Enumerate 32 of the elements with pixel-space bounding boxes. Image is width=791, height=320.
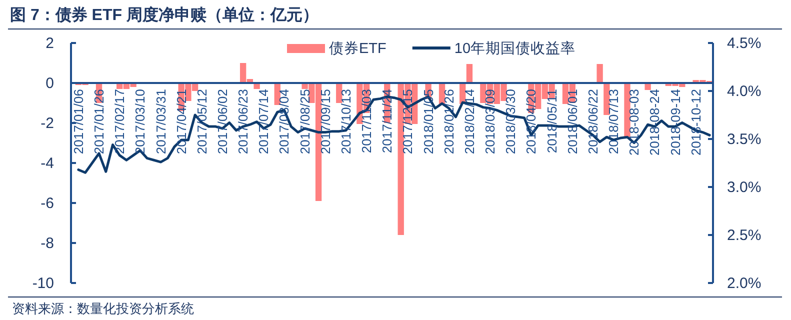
legend-label: 债券ETF [329, 40, 387, 57]
y-tick-label: 2 [46, 35, 54, 52]
legend-label: 10年期国债收益率 [454, 40, 576, 57]
x-tick-label: 2017/01/06 [70, 89, 86, 154]
x-tick-label: 2017/06/23 [236, 89, 251, 154]
x-tick-label: 2017/05/12 [194, 89, 210, 154]
y2-tick-label: 2.0% [727, 275, 762, 292]
y-tick-label: -4 [40, 155, 54, 172]
x-tick-label: 2018/06/22 [585, 89, 600, 154]
y-tick-label: -6 [40, 195, 54, 212]
x-tick-label: 2017/02/17 [112, 89, 128, 154]
x-tick-label: 2018/03/30 [503, 89, 518, 154]
y-tick-label: -8 [40, 235, 54, 252]
y2-tick-label: 3.5% [727, 131, 762, 148]
x-tick-label: 2017/03/31 [153, 89, 168, 154]
x-tick-label: 2018-08-03 [626, 89, 642, 156]
x-tick-label: 2017/10/13 [338, 89, 354, 154]
x-tick-label: 2017/01/26 [92, 89, 107, 154]
y2-tick-label: 2.5% [727, 227, 762, 244]
y-tick-label: -2 [40, 115, 54, 132]
y-tick-label: -10 [32, 275, 54, 292]
y2-tick-label: 4.5% [727, 35, 762, 52]
x-tick-label: 2018/01/26 [441, 89, 456, 154]
y2-tick-label: 4.0% [727, 83, 762, 100]
x-tick-label: 2017/11/03 [359, 89, 374, 154]
x-tick-label: 2017/04/21 [174, 89, 189, 154]
text: 资料来源：数量化投资分析系统 [12, 301, 194, 316]
x-tick-label: 2018/07/13 [606, 89, 622, 154]
y-tick-label: 0 [46, 75, 54, 92]
chart-title: 图 7：债券 ETF 周度净申赎（单位：亿元） [10, 5, 318, 24]
y2-tick-label: 3.0% [727, 179, 762, 196]
x-tick-label: 2018/03/09 [482, 89, 498, 154]
